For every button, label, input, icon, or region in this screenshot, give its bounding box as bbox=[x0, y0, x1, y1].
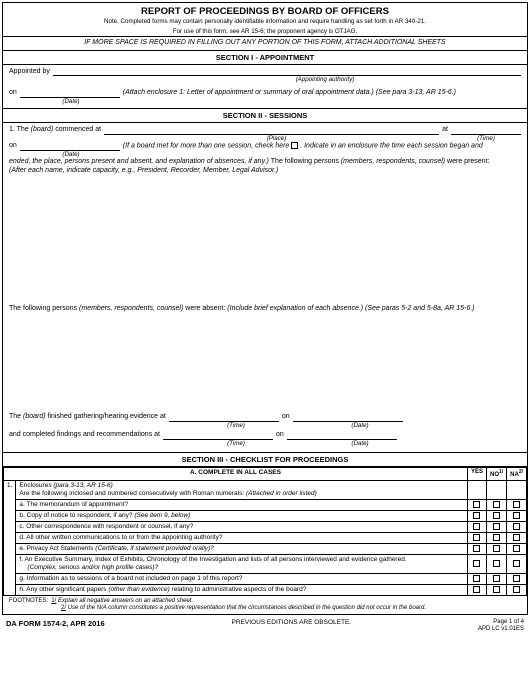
chk-h-na[interactable] bbox=[513, 586, 520, 593]
chk-c-yes[interactable] bbox=[473, 523, 480, 530]
header-note-1: Note. Completed forms may contain person… bbox=[3, 17, 527, 26]
if-board-note: (If a board met for more than one sessio… bbox=[123, 142, 483, 151]
sub-a-header: A. COMPLETE IN ALL CASES bbox=[4, 468, 468, 481]
chk-h-yes[interactable] bbox=[473, 586, 480, 593]
chk-c-no[interactable] bbox=[493, 523, 500, 530]
section-1-body: Appointed by (Appointing authority) on (… bbox=[3, 65, 527, 109]
chk-d-yes[interactable] bbox=[473, 534, 480, 541]
finished-label: The (board) finished gathering/hearing e… bbox=[9, 413, 166, 421]
appointing-authority-sublabel: (Appointing authority) bbox=[129, 76, 521, 83]
section-3-bar: SECTION III - CHECKLIST FOR PROCEEDINGS bbox=[3, 452, 527, 467]
row-g: g. Information as to sessions of a board… bbox=[16, 573, 468, 584]
ended-present-text: ended, the place, persons present and ab… bbox=[9, 158, 521, 166]
after-name-note: (After each name, indicate capacity, e.g… bbox=[9, 167, 521, 175]
absent-text: The following persons (members, responde… bbox=[9, 305, 521, 313]
more-space-note: IF MORE SPACE IS REQUIRED IN FILLING OUT… bbox=[3, 37, 527, 49]
chk-a-no[interactable] bbox=[493, 501, 500, 508]
date-sublabel-1: (Date) bbox=[21, 98, 121, 105]
on-label-1: on bbox=[9, 89, 17, 97]
chk-f-yes[interactable] bbox=[473, 560, 480, 567]
appointed-by-field[interactable] bbox=[53, 75, 521, 76]
chk-a-yes[interactable] bbox=[473, 501, 480, 508]
footer-left: DA FORM 1574-2, APR 2016 bbox=[6, 619, 105, 633]
on-label-4: on bbox=[276, 431, 284, 439]
commenced-label: 1. The (board) commenced at bbox=[9, 126, 101, 134]
place-sublabel: (Place) bbox=[114, 135, 439, 142]
time-sublabel-1: (Time) bbox=[451, 135, 521, 142]
form-title: REPORT OF PROCEEDINGS BY BOARD OF OFFICE… bbox=[3, 3, 527, 17]
checklist-table: A. COMPLETE IN ALL CASES YES NO1/ NA2/ 1… bbox=[3, 467, 527, 595]
chk-b-na[interactable] bbox=[513, 512, 520, 519]
chk-h-no[interactable] bbox=[493, 586, 500, 593]
on-label-2: on bbox=[9, 142, 17, 150]
chk-e-na[interactable] bbox=[513, 545, 520, 552]
at-label: at bbox=[442, 126, 448, 134]
chk-g-no[interactable] bbox=[493, 575, 500, 582]
row-e: e. Privacy Act Statements (Certificate, … bbox=[16, 543, 468, 554]
chk-g-yes[interactable] bbox=[473, 575, 480, 582]
row-a: a. The memorandum of appointment? bbox=[16, 499, 468, 510]
section-1-bar: SECTION I - APPOINTMENT bbox=[3, 50, 527, 65]
row-f: f. An Executive Summary, Index of Exhibi… bbox=[16, 555, 468, 574]
completed-label: and completed findings and recommendatio… bbox=[9, 431, 160, 439]
attach-enclosure-note: (Attach enclosure 1: Letter of appointme… bbox=[123, 89, 456, 97]
date-sublabel-3: (Date) bbox=[305, 422, 415, 429]
time-sublabel-2: (Time) bbox=[181, 422, 291, 429]
header-note-2: For use of this form, see AR 15-6; the p… bbox=[3, 27, 527, 36]
chk-e-no[interactable] bbox=[493, 545, 500, 552]
col-yes: YES bbox=[467, 468, 486, 481]
form-container: REPORT OF PROCEEDINGS BY BOARD OF OFFICE… bbox=[2, 2, 528, 615]
chk-d-no[interactable] bbox=[493, 534, 500, 541]
row-d: d. All other written communications to o… bbox=[16, 532, 468, 543]
on-label-3: on bbox=[282, 413, 290, 421]
col-no: NO1/ bbox=[486, 468, 506, 481]
row-1-text: Enclosures (para 3-13, AR 15-6) Are the … bbox=[16, 481, 468, 500]
footer-mid: PREVIOUS EDITIONS ARE OBSOLETE. bbox=[105, 619, 478, 633]
chk-d-na[interactable] bbox=[513, 534, 520, 541]
row-b: b. Copy of notice to respondent, if any?… bbox=[16, 510, 468, 521]
date-sublabel-4: (Date) bbox=[305, 440, 415, 447]
time-sublabel-3: (Time) bbox=[181, 440, 291, 447]
row-1-number: 1. bbox=[4, 481, 16, 595]
footer-right: Page 1 of 4APD LC v1.01ES bbox=[478, 619, 524, 633]
present-persons-area[interactable] bbox=[9, 175, 521, 305]
chk-e-yes[interactable] bbox=[473, 545, 480, 552]
section-2-bar: SECTION II - SESSIONS bbox=[3, 108, 527, 123]
chk-a-na[interactable] bbox=[513, 501, 520, 508]
form-footer: DA FORM 1574-2, APR 2016 PREVIOUS EDITIO… bbox=[0, 617, 530, 633]
chk-g-na[interactable] bbox=[513, 575, 520, 582]
col-na: NA2/ bbox=[507, 468, 527, 481]
date-sublabel-2: (Date) bbox=[21, 151, 121, 158]
section-2-body: 1. The (board) commenced at at (Place) (… bbox=[3, 123, 527, 452]
row-c: c. Other correspondence with respondent … bbox=[16, 521, 468, 532]
appointed-by-label: Appointed by bbox=[9, 68, 50, 76]
chk-b-yes[interactable] bbox=[473, 512, 480, 519]
chk-f-no[interactable] bbox=[493, 560, 500, 567]
row-h: h. Any other significant papers (other t… bbox=[16, 584, 468, 595]
chk-c-na[interactable] bbox=[513, 523, 520, 530]
chk-f-na[interactable] bbox=[513, 560, 520, 567]
absent-persons-area[interactable] bbox=[9, 313, 521, 413]
chk-b-no[interactable] bbox=[493, 512, 500, 519]
footnotes: FOOTNOTES: 1/ Explain all negative answe… bbox=[3, 596, 527, 614]
